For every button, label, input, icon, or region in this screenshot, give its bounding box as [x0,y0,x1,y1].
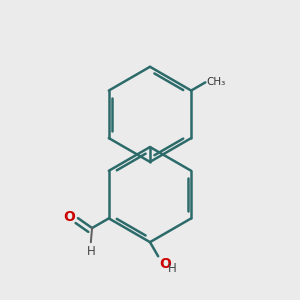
Text: H: H [168,262,176,275]
Text: O: O [159,257,171,271]
Text: O: O [63,210,75,224]
Text: H: H [86,244,95,258]
Text: CH₃: CH₃ [207,77,226,87]
